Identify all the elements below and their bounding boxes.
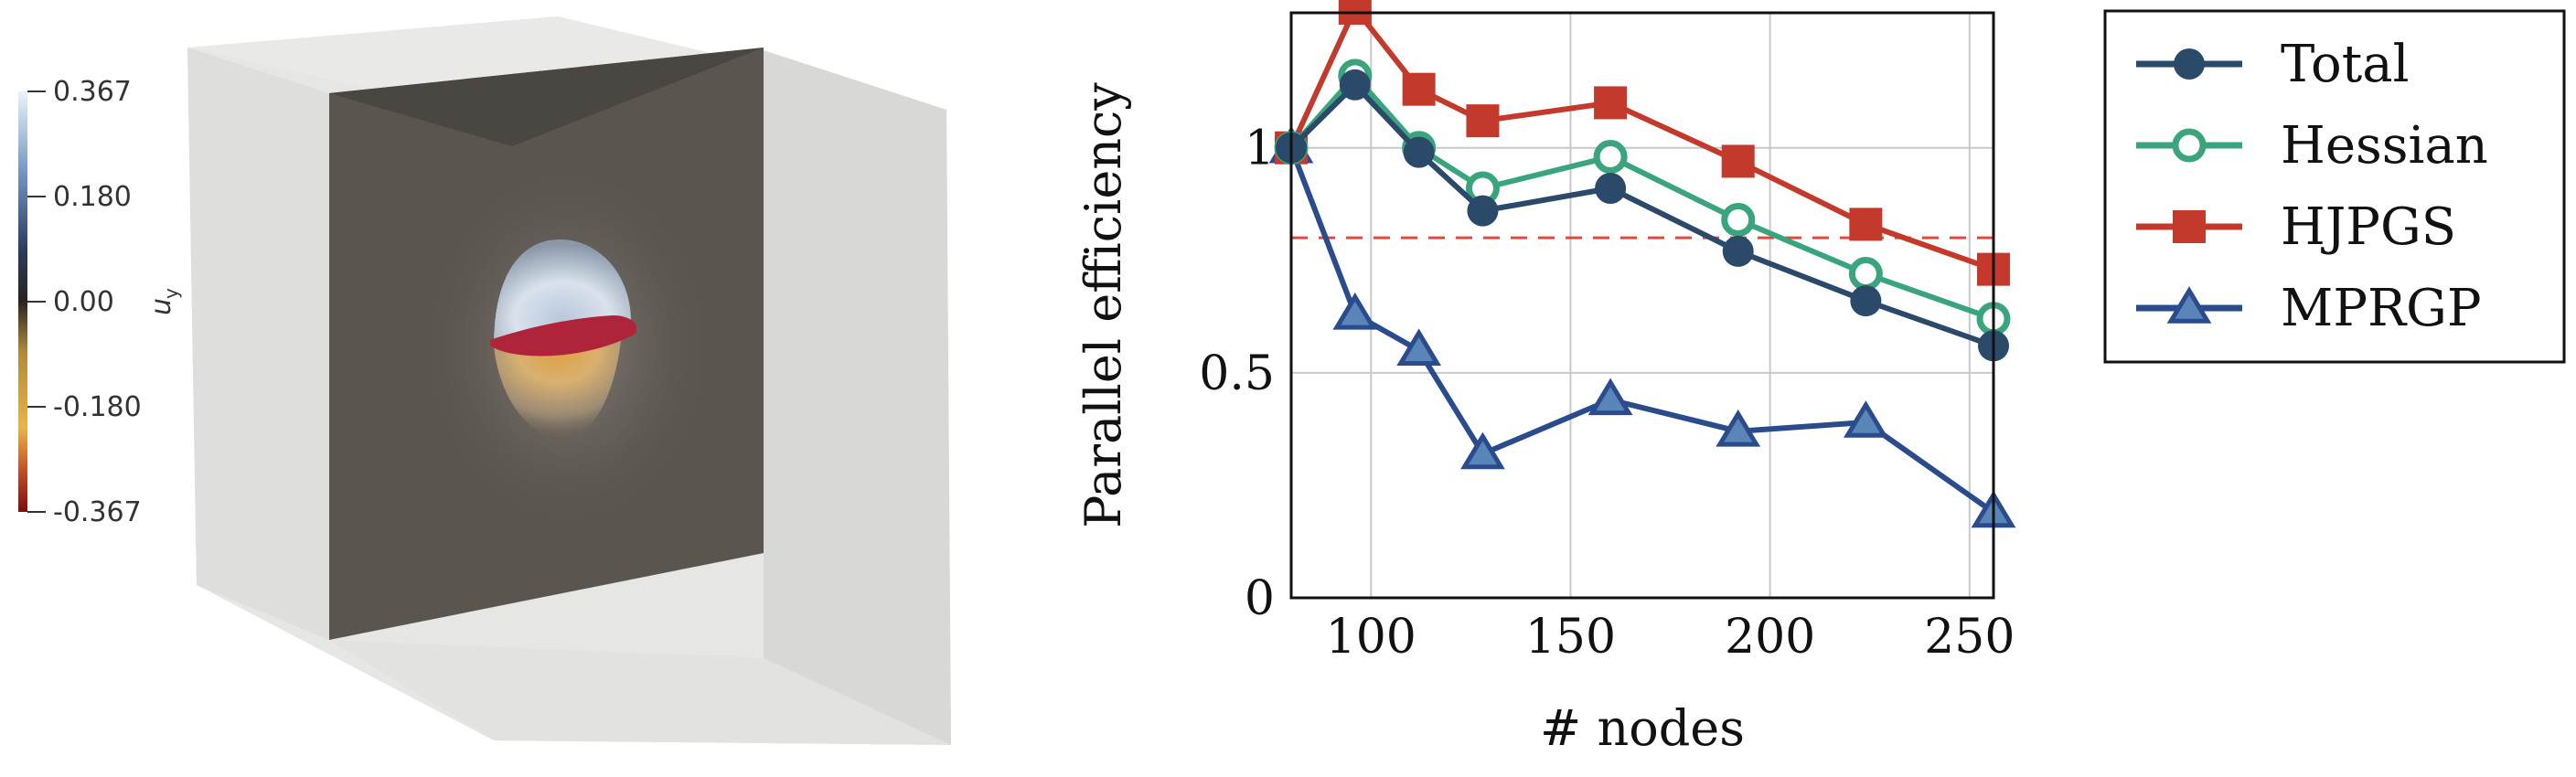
legend-marker-total <box>2174 48 2205 80</box>
legend-label: MPRGP <box>2281 279 2482 338</box>
legend-label: Hessian <box>2281 116 2488 176</box>
crack-surface <box>490 315 637 357</box>
x-tick-label: 200 <box>1725 610 1815 665</box>
series-total <box>1276 69 2009 362</box>
colorbar-tick-3: 0.00 <box>53 286 114 318</box>
colorbar-gradient <box>18 91 27 512</box>
series-hjpgs <box>1275 0 2010 286</box>
legend-label: Total <box>2281 35 2410 94</box>
data-point-total <box>1339 69 1371 101</box>
colorbar-label: u <box>145 298 177 315</box>
data-point-hjpgs <box>1466 104 1500 138</box>
data-point-hjpgs <box>1402 72 1436 106</box>
data-point-mprgp <box>1396 328 1442 366</box>
data-point-mprgp <box>1843 400 1888 438</box>
data-point-hjpgs <box>1721 144 1755 178</box>
x-tick-label: 150 <box>1525 610 1616 665</box>
data-point-hjpgs <box>1594 86 1628 120</box>
data-point-mprgp <box>1716 409 1761 447</box>
simulation-render: 0.367 0.180 0.00 -0.180 -0.367 u y <box>18 16 951 745</box>
data-point-hjpgs <box>1849 208 1883 241</box>
displacement-bottom <box>494 334 622 439</box>
data-point-hessian <box>1593 140 1628 175</box>
legend-label: HJPGS <box>2281 197 2456 257</box>
series-mprgp <box>1268 125 2016 528</box>
series-layer <box>1268 0 2016 528</box>
colorbar-tick-2: 0.180 <box>53 181 132 213</box>
data-point-total <box>1403 136 1435 168</box>
x-tick-label: 250 <box>1924 610 2015 665</box>
legend-marker-hjpgs <box>2173 210 2206 243</box>
colorbar-label-sub: y <box>160 288 182 299</box>
colorbar-tick-4: -0.180 <box>53 391 142 423</box>
data-point-total <box>1467 195 1499 227</box>
data-point-total <box>1595 173 1627 204</box>
colorbar-tick-1: 0.367 <box>53 76 132 108</box>
x-tick-label: 100 <box>1326 610 1416 665</box>
data-point-mprgp <box>1332 292 1378 330</box>
data-point-hessian <box>1848 257 1883 292</box>
legend: Total Hessian HJPGS MPRGP <box>2103 9 2566 364</box>
data-point-mprgp <box>1460 431 1505 470</box>
legend-marker-mprgp <box>2166 286 2212 324</box>
y-axis-label: Parallel efficiency <box>1074 82 1132 528</box>
legend-marker-hessian <box>2172 128 2207 163</box>
y-tick-label: 0 <box>1245 571 1275 626</box>
tick-labels: 100 150 200 250 0 0.5 1 <box>1199 122 2015 665</box>
slice-plane-shadow <box>329 48 764 146</box>
legend-item-mprgp: MPRGP <box>2136 279 2482 338</box>
grid <box>1291 13 1993 599</box>
series-hessian <box>1274 59 2011 336</box>
data-point-hessian <box>1721 202 1756 237</box>
box-left-face <box>187 48 329 640</box>
data-point-total <box>1722 235 1754 267</box>
series-line-hessian <box>1288 72 1994 322</box>
box-right-face <box>764 50 951 745</box>
legend-item-total: Total <box>2136 35 2410 94</box>
x-axis-label: # nodes <box>1540 699 1745 757</box>
y-tick-label: 1 <box>1245 122 1275 176</box>
box-bottom-face <box>329 640 951 745</box>
colorbar-tick-5: -0.367 <box>53 496 142 528</box>
legend-item-hessian: Hessian <box>2136 116 2488 176</box>
plot-frame <box>1289 11 1995 600</box>
y-tick-label: 0.5 <box>1199 346 1275 401</box>
legend-item-hjpgs: HJPGS <box>2136 197 2456 257</box>
data-point-mprgp <box>1587 378 1633 416</box>
data-point-total <box>1850 285 1882 317</box>
series-line-hjpgs <box>1288 5 1994 272</box>
